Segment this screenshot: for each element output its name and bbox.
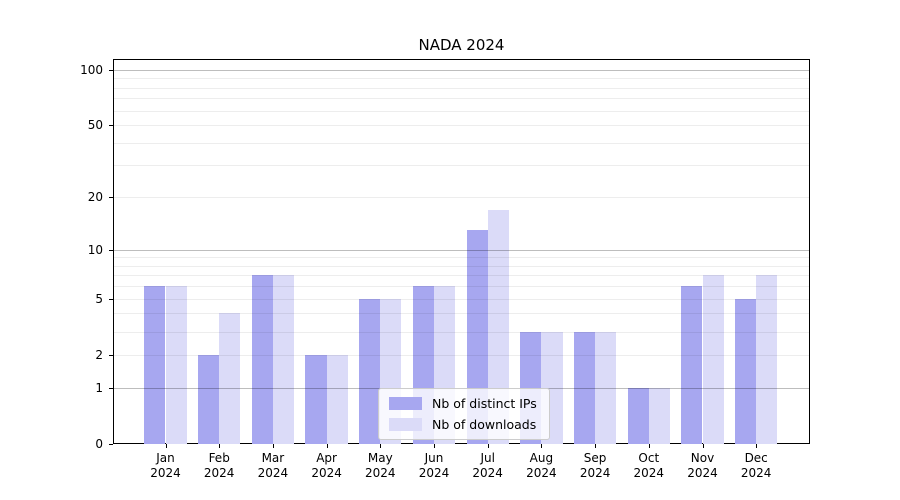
- y-grid-minor: [113, 354, 810, 356]
- y-tick-label: 50: [87, 118, 103, 133]
- bar-nb-of-distinct-ips-mar: [251, 275, 273, 444]
- x-tick-mark: [648, 444, 650, 448]
- x-tick-year: 2024: [472, 466, 503, 480]
- x-tick-label: Feb 2024: [189, 451, 249, 481]
- x-tick-mark: [380, 444, 382, 448]
- legend-item-downloads: Nb of downloads: [389, 417, 537, 432]
- bar-nb-of-downloads-mar: [272, 275, 295, 444]
- y-grid-minor: [113, 78, 810, 80]
- y-tick-label: 100: [80, 62, 103, 77]
- y-grid-minor: [113, 275, 810, 277]
- legend-swatch-distinct-ips: [389, 397, 422, 410]
- y-grid-minor: [113, 286, 810, 288]
- y-grid-minor: [113, 87, 810, 89]
- chart-title: NADA 2024: [418, 36, 505, 54]
- x-tick-label: Oct 2024: [619, 451, 679, 481]
- y-grid-minor: [113, 265, 810, 267]
- y-grid-minor: [113, 197, 810, 199]
- bar-nb-of-downloads-oct: [648, 387, 670, 444]
- x-tick-mark: [219, 444, 221, 448]
- x-tick-mark: [165, 444, 167, 448]
- legend-item-distinct-ips: Nb of distinct IPs: [389, 396, 537, 411]
- y-tick-label: 0: [95, 437, 103, 451]
- bar-nb-of-downloads-jan: [165, 286, 187, 444]
- x-tick-year: 2024: [418, 466, 450, 480]
- x-tick-year: 2024: [526, 466, 557, 480]
- x-tick-mark: [326, 444, 328, 448]
- x-tick-mark: [272, 444, 274, 448]
- bar-nb-of-distinct-ips-apr: [305, 354, 327, 444]
- y-tick-mark: [109, 354, 113, 356]
- legend-label-downloads: Nb of downloads: [432, 417, 537, 432]
- bar-nb-of-distinct-ips-feb: [198, 354, 220, 444]
- x-tick-label: Aug 2024: [511, 451, 571, 481]
- x-tick-label: Jan 2024: [136, 451, 196, 481]
- x-tick-label: Jun 2024: [404, 451, 464, 481]
- y-tick-label: 2: [95, 347, 103, 362]
- x-tick-label: Sep 2024: [565, 451, 625, 481]
- bar-nb-of-downloads-jul: [487, 209, 509, 444]
- y-grid-minor: [113, 125, 810, 127]
- x-tick-label: Jul 2024: [458, 451, 518, 481]
- y-tick-mark: [109, 444, 113, 445]
- x-tick-year: 2024: [311, 466, 342, 480]
- x-tick-mark: [595, 444, 597, 448]
- legend-swatch-downloads: [389, 418, 422, 431]
- y-grid-minor: [113, 142, 810, 144]
- x-tick-year: 2024: [579, 466, 611, 480]
- y-tick-label: 20: [87, 190, 103, 205]
- bar-nb-of-downloads-feb: [219, 313, 241, 444]
- y-grid-minor: [113, 110, 810, 112]
- bar-nb-of-distinct-ips-sep: [573, 331, 596, 444]
- x-tick-year: 2024: [740, 466, 772, 480]
- bar-nb-of-distinct-ips-oct: [627, 387, 649, 444]
- x-tick-label: May 2024: [350, 451, 410, 481]
- y-grid-minor: [113, 298, 810, 300]
- bar-nb-of-downloads-dec: [756, 275, 778, 444]
- y-grid-major: [113, 69, 810, 71]
- x-tick-year: 2024: [687, 466, 718, 480]
- x-tick-year: 2024: [257, 466, 289, 480]
- x-tick-year: 2024: [203, 466, 235, 480]
- x-tick-mark: [487, 444, 489, 448]
- x-tick-label: Mar 2024: [243, 451, 303, 481]
- y-grid-minor: [113, 257, 810, 259]
- y-grid-minor: [113, 98, 810, 100]
- y-tick-mark: [109, 298, 113, 300]
- bar-nb-of-distinct-ips-jan: [144, 286, 166, 444]
- legend: Nb of distinct IPs Nb of downloads: [378, 388, 550, 440]
- y-tick-label: 1: [95, 380, 103, 395]
- x-tick-mark: [541, 444, 543, 448]
- x-tick-label: Dec 2024: [726, 451, 786, 481]
- y-grid-minor: [113, 331, 810, 333]
- bar-nb-of-downloads-nov: [702, 275, 724, 444]
- y-tick-mark: [109, 69, 113, 71]
- x-tick-mark: [702, 444, 704, 448]
- bar-nb-of-distinct-ips-nov: [681, 286, 703, 444]
- x-tick-year: 2024: [365, 466, 396, 480]
- x-tick-mark: [434, 444, 435, 448]
- y-grid-minor: [113, 165, 810, 167]
- y-tick-mark: [109, 197, 113, 199]
- y-tick-label: 5: [95, 291, 103, 306]
- bar-nb-of-distinct-ips-may: [359, 298, 381, 444]
- legend-label-distinct-ips: Nb of distinct IPs: [432, 396, 537, 411]
- y-tick-label: 10: [87, 242, 103, 257]
- bar-nb-of-downloads-sep: [595, 331, 617, 444]
- x-tick-year: 2024: [150, 466, 181, 480]
- y-tick-mark: [109, 125, 113, 127]
- x-tick-label: Nov 2024: [673, 451, 733, 481]
- x-tick-mark: [756, 444, 758, 448]
- y-tick-mark: [109, 387, 113, 389]
- x-tick-year: 2024: [633, 466, 665, 480]
- bar-nb-of-downloads-apr: [326, 354, 348, 444]
- y-grid-minor: [113, 313, 810, 315]
- x-tick-label: Apr 2024: [297, 451, 357, 481]
- bar-nb-of-distinct-ips-dec: [735, 298, 757, 444]
- y-grid-major: [113, 249, 810, 251]
- y-tick-mark: [109, 249, 113, 251]
